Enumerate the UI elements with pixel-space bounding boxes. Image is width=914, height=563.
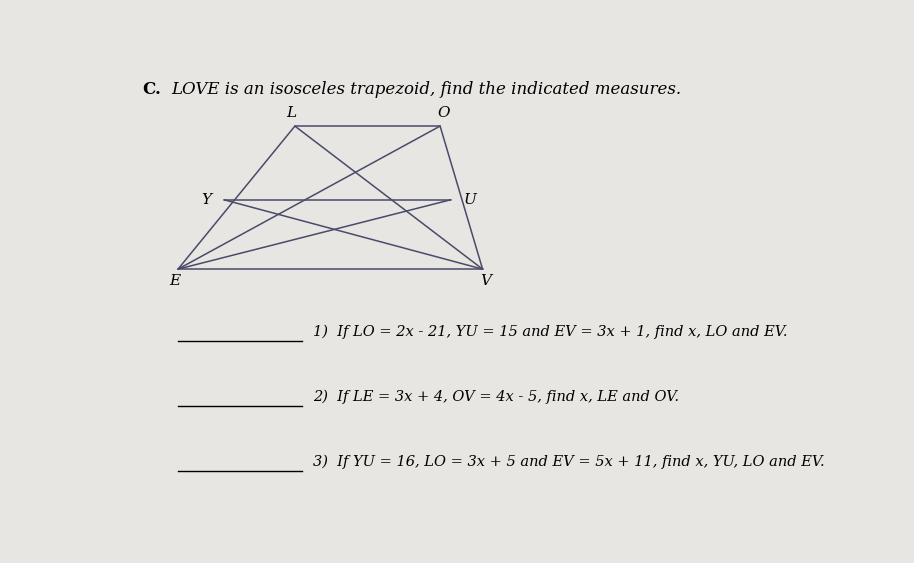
Text: LOVE is an isosceles trapezoid, find the indicated measures.: LOVE is an isosceles trapezoid, find the…: [171, 81, 681, 97]
Text: O: O: [438, 106, 450, 119]
Text: L: L: [286, 106, 296, 119]
Text: 3)  If YU = 16, LO = 3x + 5 and EV = 5x + 11, find x, YU, LO and EV.: 3) If YU = 16, LO = 3x + 5 and EV = 5x +…: [313, 455, 824, 469]
Text: 1)  If LO = 2x - 21, YU = 15 and EV = 3x + 1, find x, LO and EV.: 1) If LO = 2x - 21, YU = 15 and EV = 3x …: [313, 325, 787, 339]
Text: 2)  If LE = 3x + 4, OV = 4x - 5, find x, LE and OV.: 2) If LE = 3x + 4, OV = 4x - 5, find x, …: [313, 390, 678, 404]
Text: C.: C.: [143, 81, 162, 97]
Text: E: E: [169, 274, 180, 288]
Text: U: U: [463, 193, 476, 207]
Text: Y: Y: [201, 193, 211, 207]
Text: V: V: [481, 274, 492, 288]
